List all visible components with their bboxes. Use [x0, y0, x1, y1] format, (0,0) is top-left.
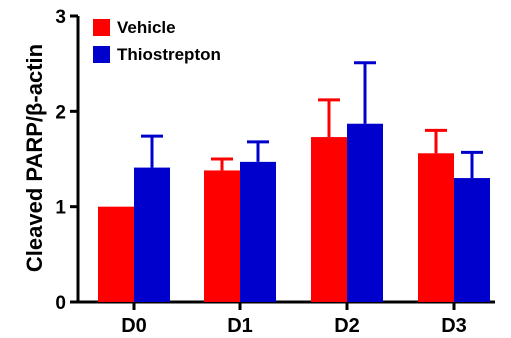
x-tick-label-d0: D0	[121, 315, 147, 337]
bar-vehicle-d0	[98, 206, 134, 302]
bar-thiostrepton-d3	[454, 178, 490, 302]
y-tick-label: 0	[55, 293, 66, 314]
legend-swatch-thiostrepton	[93, 46, 110, 63]
bar-vehicle-d2	[311, 137, 347, 302]
x-tick-label-d2: D2	[334, 315, 360, 337]
y-tick-label: 1	[55, 198, 66, 219]
bar-thiostrepton-d0	[134, 167, 170, 302]
y-tick-label: 3	[55, 7, 66, 28]
x-tick-label-d1: D1	[227, 315, 253, 337]
bar-vehicle-d3	[418, 153, 454, 302]
bar-thiostrepton-d1	[240, 161, 276, 302]
legend: Vehicle Thiostrepton	[93, 18, 221, 64]
error-bars	[141, 61, 483, 179]
x-tick-labels: D0 D1 D2 D3	[121, 302, 467, 337]
bars	[98, 123, 490, 302]
bar-vehicle-d1	[204, 170, 240, 302]
legend-label-thiostrepton: Thiostrepton	[117, 45, 221, 64]
y-axis-title: Cleaved PARP/β-actin	[22, 44, 47, 272]
x-tick-label-d3: D3	[441, 315, 467, 337]
y-tick-label: 2	[55, 102, 66, 123]
legend-label-vehicle: Vehicle	[117, 18, 176, 37]
bar-thiostrepton-d2	[347, 123, 383, 302]
legend-swatch-vehicle	[93, 19, 110, 36]
